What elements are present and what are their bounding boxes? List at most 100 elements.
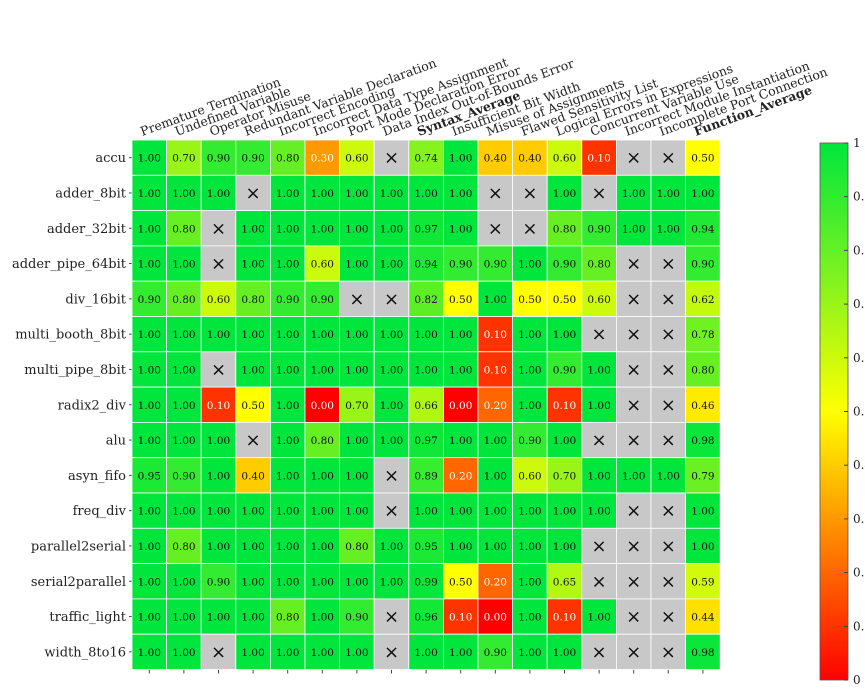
cell-value-label: 1.00: [345, 435, 368, 447]
cell-value-label: 1.00: [587, 612, 610, 624]
heatmap-cell: [685, 563, 721, 600]
heatmap-cell: [477, 633, 513, 670]
heatmap-cell: [373, 563, 410, 600]
missing-mark: ×: [384, 148, 399, 169]
heatmap-cell: [166, 527, 202, 564]
cell-value-label: 0.98: [691, 435, 714, 447]
cell-value-label: 1.00: [172, 329, 195, 341]
cell-value-label: 0.90: [587, 223, 610, 235]
row-label: adder_8bit: [55, 186, 127, 201]
cell-value-label: 0.40: [518, 153, 541, 165]
missing-mark: ×: [626, 289, 641, 310]
cell-value-label: 1.00: [241, 329, 264, 341]
heatmap-cell: [235, 280, 271, 317]
heatmap-cell: [650, 527, 686, 564]
cell-value-label: 0.90: [138, 294, 161, 306]
cell-value-label: 0.50: [449, 576, 472, 588]
heatmap-cell: [166, 245, 202, 282]
heatmap-cell: [477, 210, 513, 247]
cell-value-label: 0.46: [691, 400, 715, 412]
heatmap-cell: [166, 633, 202, 670]
cell-value-label: 0.50: [449, 294, 472, 306]
cell-value-label: 1.00: [380, 435, 403, 447]
missing-mark: ×: [661, 536, 676, 557]
missing-mark: ×: [626, 148, 641, 169]
cell-value-label: 0.78: [691, 329, 714, 341]
cell-value-label: 1.00: [172, 259, 195, 271]
cell-value-label: 1.00: [207, 506, 230, 518]
cell-value-label: 0.90: [207, 576, 230, 588]
cell-value-label: 0.80: [691, 364, 714, 376]
cell-value-label: 1.00: [380, 259, 403, 271]
cell-value-label: 1.00: [172, 576, 195, 588]
missing-mark: ×: [661, 642, 676, 663]
cell-value-label: 0.80: [172, 294, 195, 306]
cell-value-label: 0.90: [172, 470, 195, 482]
heatmap-cell: [339, 174, 375, 212]
cell-value-label: 1.00: [657, 188, 680, 200]
heatmap-cell: [166, 351, 202, 388]
cell-value-label: 1.00: [484, 294, 507, 306]
cell-value-label: 1.00: [553, 188, 576, 200]
heatmap-cell: [581, 492, 617, 529]
cell-value-label: 1.00: [207, 470, 230, 482]
missing-mark: ×: [626, 536, 641, 557]
heatmap-cell: [339, 527, 375, 564]
heatmap-cell: [442, 598, 479, 635]
row-label: accu: [95, 151, 126, 166]
heatmap-cell: [373, 492, 410, 529]
heatmap-cell: [581, 598, 617, 635]
cell-value-label: 0.80: [276, 153, 299, 165]
heatmap-cell: [581, 563, 617, 600]
cell-value-label: 1.00: [138, 329, 161, 341]
heatmap-cell: [304, 174, 340, 212]
heatmap-cell: [477, 245, 513, 282]
missing-mark: ×: [661, 359, 676, 380]
heatmap-cell: [616, 457, 652, 494]
cell-value-label: 1.00: [553, 541, 576, 553]
cell-value-label: 1.00: [241, 364, 264, 376]
cell-value-label: 0.80: [172, 541, 195, 553]
row-label: multi_booth_8bit: [15, 328, 127, 343]
cell-value-label: 1.00: [380, 576, 403, 588]
cell-value-label: 0.80: [553, 223, 576, 235]
heatmap-cell: [304, 316, 340, 353]
cell-value-label: 1.00: [657, 223, 680, 235]
cell-value-label: 0.20: [484, 576, 507, 588]
heatmap-cell: [650, 598, 686, 635]
cell-value-label: 0.10: [207, 400, 230, 412]
cell-value-label: 1.00: [172, 364, 195, 376]
missing-mark: ×: [626, 607, 641, 628]
cell-value-label: 1.00: [691, 188, 714, 200]
cell-value-label: 1.00: [138, 612, 161, 624]
cell-value-label: 0.10: [553, 612, 576, 624]
cell-value-label: 1.00: [484, 506, 507, 518]
heatmap-cell: [339, 139, 375, 176]
cell-value-label: 0.80: [587, 259, 610, 271]
cell-value-label: 1.00: [553, 647, 576, 659]
heatmap-cell: [442, 174, 479, 212]
heatmap-cell: [339, 633, 375, 670]
cell-value-label: 1.00: [449, 329, 472, 341]
cell-value-label: 0.44: [691, 612, 715, 624]
heatmap-cell: [616, 527, 652, 564]
heatmap-cell: [581, 421, 617, 459]
heatmap-cell: [373, 174, 410, 212]
cell-value-label: 0.50: [691, 153, 714, 165]
cell-value-label: 0.90: [553, 364, 576, 376]
cell-value-label: 0.50: [241, 400, 264, 412]
heatmap-cell: [685, 457, 721, 494]
cell-value-label: 0.60: [518, 470, 541, 482]
cell-value-label: 0.10: [484, 329, 507, 341]
heatmap-cell: [339, 351, 375, 388]
heatmap-cell: [235, 245, 271, 282]
heatmap-cell: [339, 421, 375, 459]
missing-mark: ×: [661, 148, 676, 169]
heatmap-cell: [650, 139, 686, 176]
cell-value-label: 0.97: [414, 435, 437, 447]
heatmap-cell: [512, 174, 548, 212]
heatmap-cell: [650, 421, 686, 459]
heatmap-cell: [200, 421, 237, 459]
cell-value-label: 1.00: [414, 647, 437, 659]
missing-mark: ×: [661, 254, 676, 275]
